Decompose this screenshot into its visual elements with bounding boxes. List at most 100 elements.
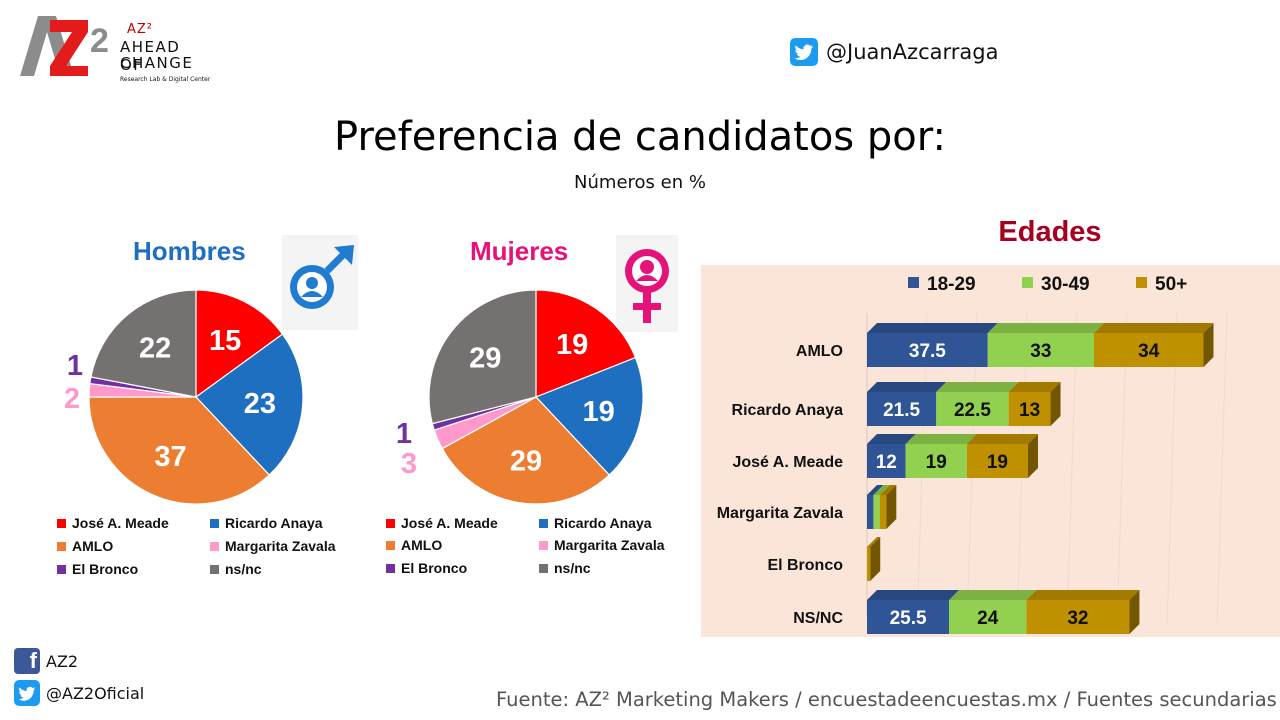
bar-data-label: 12 bbox=[876, 452, 897, 473]
legend-item: ns/nc bbox=[210, 561, 262, 577]
bar-data-label: 19 bbox=[987, 452, 1008, 473]
legend-item: José A. Meade bbox=[57, 515, 169, 531]
mujeres-title: Mujeres bbox=[470, 236, 569, 266]
legend-swatch bbox=[1136, 277, 1147, 288]
pie-data-label: 2 bbox=[64, 383, 80, 415]
hombres-legend: José A. Meade Ricardo Anaya AMLO Margari… bbox=[57, 515, 357, 585]
legend-item: AMLO bbox=[57, 538, 113, 554]
svg-text:2: 2 bbox=[90, 22, 109, 60]
pie-slice bbox=[90, 289, 197, 398]
bar-segment bbox=[1094, 323, 1214, 367]
legend-item: Margarita Zavala bbox=[539, 537, 665, 553]
legend-label: Ricardo Anaya bbox=[554, 515, 652, 531]
legend-label: José A. Meade bbox=[72, 515, 169, 531]
bar-segment bbox=[936, 382, 1019, 426]
legend-swatch bbox=[210, 518, 219, 528]
legend-swatch bbox=[57, 518, 66, 528]
category-label: Ricardo Anaya bbox=[732, 402, 844, 419]
logo-brand-small: AZ² bbox=[127, 22, 154, 37]
source-note: Fuente: AZ² Marketing Makers / encuestad… bbox=[496, 688, 1277, 711]
az2-logo-mark: 2 bbox=[20, 16, 109, 76]
category-label: NS/NC bbox=[793, 610, 843, 627]
pie-data-label: 1 bbox=[396, 418, 412, 450]
bar-segment bbox=[873, 485, 890, 529]
legend-swatch bbox=[210, 541, 219, 551]
pie-slice bbox=[428, 289, 537, 425]
pie-data-label: 19 bbox=[556, 329, 588, 361]
legend-swatch bbox=[386, 518, 395, 528]
page-subtitle: Números en % bbox=[574, 172, 706, 193]
legend-label: ns/nc bbox=[554, 560, 591, 576]
bar-segment bbox=[879, 485, 897, 529]
mujeres-pie-chart: 19 19 29 31 29 bbox=[396, 289, 644, 505]
facebook-icon: f bbox=[14, 648, 40, 674]
bar-side bbox=[1129, 590, 1140, 634]
pie-slice bbox=[534, 356, 644, 476]
legend-item: AMLO bbox=[386, 537, 442, 553]
facebook-label: AZ2 bbox=[46, 651, 79, 671]
female-symbol-icon bbox=[616, 235, 678, 332]
bar-data-label: 32 bbox=[1067, 608, 1088, 629]
pie-data-label: 3 bbox=[401, 448, 417, 480]
category-label: El Bronco bbox=[767, 557, 843, 574]
category-label: José A. Meade bbox=[732, 454, 843, 471]
bar-data-label: 33 bbox=[1030, 341, 1051, 362]
pie-slice bbox=[195, 333, 304, 476]
legend-label: Ricardo Anaya bbox=[225, 515, 323, 531]
legend-label: Margarita Zavala bbox=[554, 537, 665, 553]
twitter-handle: @JuanAzcarraga bbox=[826, 40, 999, 64]
category-label: AMLO bbox=[796, 343, 843, 360]
twitter-footer-label: @AZ2Oficial bbox=[46, 683, 145, 703]
edades-panel: 18-29 30-49 50+ AMLO 37.5 33 34 Ricardo Anaya 21… bbox=[701, 265, 1280, 637]
legend-swatch bbox=[57, 564, 66, 574]
mujeres-legend: José A. Meade Ricardo Anaya AMLO Margari… bbox=[386, 515, 686, 585]
bar-data-label: 19 bbox=[926, 452, 947, 473]
twitter-icon bbox=[14, 680, 40, 706]
footer-facebook[interactable]: f AZ2 bbox=[14, 648, 78, 674]
bar-segment bbox=[949, 590, 1037, 634]
pie-data-label: 15 bbox=[209, 325, 241, 357]
legend-item: Ricardo Anaya bbox=[210, 515, 323, 531]
male-symbol-icon bbox=[282, 235, 358, 330]
bar-segment bbox=[867, 434, 916, 478]
pie-data-label: 23 bbox=[244, 388, 276, 420]
legend-swatch bbox=[386, 540, 395, 550]
bar-data-label: 13 bbox=[1019, 400, 1040, 421]
logo-tagline: Research Lab & Digital Center bbox=[120, 76, 211, 83]
legend-item: José A. Meade bbox=[386, 515, 498, 531]
bar-segment bbox=[987, 323, 1105, 367]
legend-swatch bbox=[539, 540, 548, 550]
pie-slice bbox=[195, 289, 284, 399]
legend-label: José A. Meade bbox=[401, 515, 498, 531]
legend-label: El Bronco bbox=[401, 560, 468, 576]
legend-swatch bbox=[386, 563, 395, 573]
legend-item: ns/nc bbox=[539, 560, 591, 576]
pie-data-label: 37 bbox=[154, 441, 186, 473]
pie-data-label: 29 bbox=[510, 445, 542, 477]
edades-bar-chart: 18-29 30-49 50+ AMLO 37.5 33 34 Ricardo Anaya 21… bbox=[717, 274, 1228, 634]
twitter-icon bbox=[790, 38, 818, 66]
bar-side bbox=[1050, 382, 1061, 426]
pie-data-label: 29 bbox=[469, 343, 501, 375]
bar-data-label: 37.5 bbox=[909, 341, 946, 362]
logo-line-1: AHEAD OF bbox=[120, 38, 181, 74]
legend-label: AMLO bbox=[72, 538, 114, 554]
legend-item: El Bronco bbox=[57, 561, 138, 577]
legend-swatch bbox=[57, 541, 66, 551]
bar-segment bbox=[867, 537, 881, 581]
legend-label: 50+ bbox=[1155, 274, 1187, 295]
legend-label: Margarita Zavala bbox=[225, 538, 336, 554]
legend-swatch bbox=[908, 277, 919, 288]
footer-twitter[interactable]: @AZ2Oficial bbox=[14, 680, 144, 706]
bar-segment bbox=[1026, 590, 1140, 634]
legend-swatch bbox=[539, 563, 548, 573]
bar-data-label: 21.5 bbox=[883, 400, 920, 421]
legend-swatch bbox=[539, 518, 548, 528]
legend-swatch bbox=[1022, 277, 1033, 288]
header-twitter[interactable]: @JuanAzcarraga bbox=[790, 36, 998, 68]
hombres-title: Hombres bbox=[133, 236, 246, 266]
bar-segment bbox=[867, 590, 960, 634]
category-label: Margarita Zavala bbox=[717, 505, 843, 522]
pie-data-label: 1 bbox=[67, 350, 83, 382]
